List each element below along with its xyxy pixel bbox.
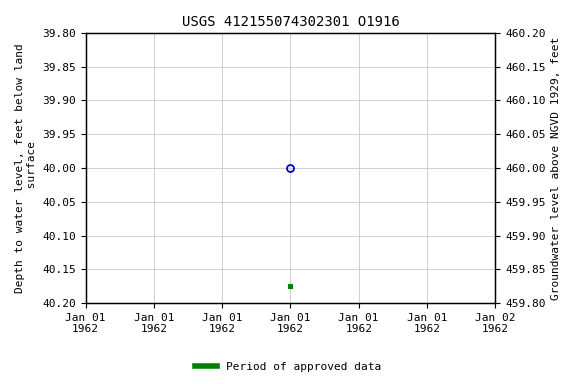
Y-axis label: Depth to water level, feet below land
 surface: Depth to water level, feet below land su… [15, 43, 37, 293]
Y-axis label: Groundwater level above NGVD 1929, feet: Groundwater level above NGVD 1929, feet [551, 36, 561, 300]
Legend: Period of approved data: Period of approved data [191, 358, 385, 377]
Title: USGS 412155074302301 O1916: USGS 412155074302301 O1916 [181, 15, 399, 29]
